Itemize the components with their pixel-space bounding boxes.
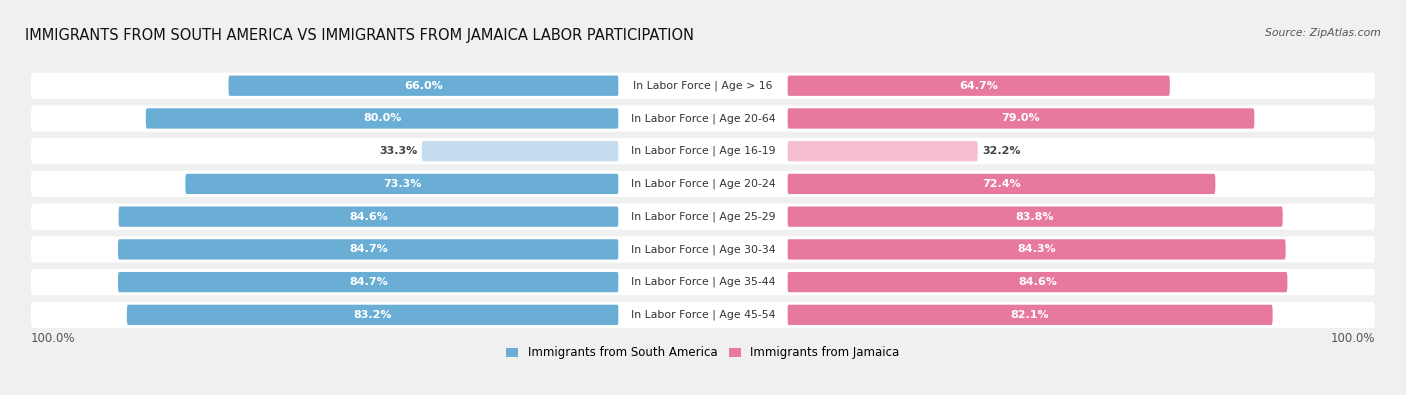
FancyBboxPatch shape — [118, 207, 619, 227]
FancyBboxPatch shape — [619, 108, 787, 129]
Text: 83.2%: 83.2% — [353, 310, 392, 320]
Text: 64.7%: 64.7% — [959, 81, 998, 91]
Text: 33.3%: 33.3% — [380, 146, 418, 156]
Text: In Labor Force | Age 25-29: In Labor Force | Age 25-29 — [631, 211, 775, 222]
FancyBboxPatch shape — [118, 272, 619, 292]
FancyBboxPatch shape — [787, 75, 1170, 96]
Text: 73.3%: 73.3% — [382, 179, 422, 189]
FancyBboxPatch shape — [146, 108, 619, 129]
FancyBboxPatch shape — [787, 108, 1254, 129]
Text: 32.2%: 32.2% — [983, 146, 1021, 156]
Text: In Labor Force | Age 20-24: In Labor Force | Age 20-24 — [631, 179, 775, 189]
Text: 84.6%: 84.6% — [349, 212, 388, 222]
FancyBboxPatch shape — [31, 171, 1375, 197]
Text: In Labor Force | Age 20-64: In Labor Force | Age 20-64 — [631, 113, 775, 124]
FancyBboxPatch shape — [31, 269, 1375, 295]
Text: 72.4%: 72.4% — [981, 179, 1021, 189]
FancyBboxPatch shape — [619, 272, 787, 292]
Text: 84.3%: 84.3% — [1017, 245, 1056, 254]
Text: 83.8%: 83.8% — [1015, 212, 1054, 222]
FancyBboxPatch shape — [186, 174, 619, 194]
FancyBboxPatch shape — [31, 138, 1375, 164]
FancyBboxPatch shape — [118, 239, 619, 260]
FancyBboxPatch shape — [787, 239, 1285, 260]
FancyBboxPatch shape — [619, 207, 787, 227]
Text: 100.0%: 100.0% — [1330, 332, 1375, 345]
Text: Source: ZipAtlas.com: Source: ZipAtlas.com — [1265, 28, 1381, 38]
Text: In Labor Force | Age 45-54: In Labor Force | Age 45-54 — [631, 310, 775, 320]
FancyBboxPatch shape — [422, 141, 619, 161]
Text: IMMIGRANTS FROM SOUTH AMERICA VS IMMIGRANTS FROM JAMAICA LABOR PARTICIPATION: IMMIGRANTS FROM SOUTH AMERICA VS IMMIGRA… — [25, 28, 695, 43]
FancyBboxPatch shape — [31, 73, 1375, 99]
Text: 66.0%: 66.0% — [404, 81, 443, 91]
FancyBboxPatch shape — [229, 75, 619, 96]
FancyBboxPatch shape — [619, 141, 787, 161]
FancyBboxPatch shape — [31, 302, 1375, 328]
FancyBboxPatch shape — [619, 75, 787, 96]
Text: In Labor Force | Age 16-19: In Labor Force | Age 16-19 — [631, 146, 775, 156]
FancyBboxPatch shape — [31, 203, 1375, 230]
Text: 100.0%: 100.0% — [31, 332, 76, 345]
Text: 84.7%: 84.7% — [349, 277, 388, 287]
FancyBboxPatch shape — [787, 174, 1215, 194]
FancyBboxPatch shape — [787, 272, 1288, 292]
Legend: Immigrants from South America, Immigrants from Jamaica: Immigrants from South America, Immigrant… — [506, 346, 900, 359]
Text: 79.0%: 79.0% — [1001, 113, 1040, 124]
FancyBboxPatch shape — [619, 239, 787, 260]
FancyBboxPatch shape — [31, 105, 1375, 132]
Text: 80.0%: 80.0% — [363, 113, 401, 124]
Text: 82.1%: 82.1% — [1011, 310, 1049, 320]
FancyBboxPatch shape — [787, 305, 1272, 325]
FancyBboxPatch shape — [787, 141, 977, 161]
FancyBboxPatch shape — [619, 174, 787, 194]
FancyBboxPatch shape — [787, 207, 1282, 227]
Text: 84.7%: 84.7% — [349, 245, 388, 254]
Text: In Labor Force | Age 35-44: In Labor Force | Age 35-44 — [631, 277, 775, 288]
FancyBboxPatch shape — [619, 305, 787, 325]
FancyBboxPatch shape — [127, 305, 619, 325]
FancyBboxPatch shape — [31, 236, 1375, 263]
Text: 84.6%: 84.6% — [1018, 277, 1057, 287]
Text: In Labor Force | Age > 16: In Labor Force | Age > 16 — [633, 81, 773, 91]
Text: In Labor Force | Age 30-34: In Labor Force | Age 30-34 — [631, 244, 775, 255]
